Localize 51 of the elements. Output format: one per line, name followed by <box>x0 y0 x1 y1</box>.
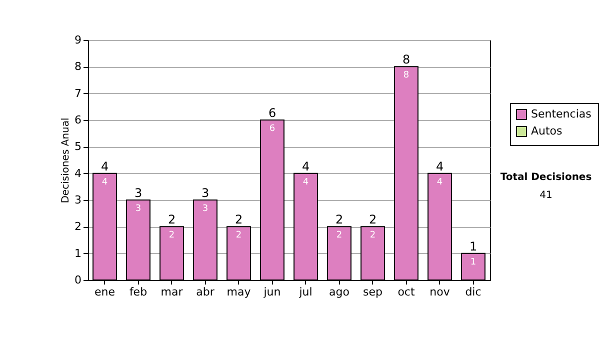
data-label: 1 <box>470 257 476 268</box>
total-label: 8 <box>402 52 410 67</box>
total-label: 2 <box>368 212 377 227</box>
total-label: 2 <box>335 212 344 227</box>
x-tick-label: feb <box>129 286 148 298</box>
total-label: 4 <box>302 159 310 174</box>
total-label: 2 <box>234 212 243 227</box>
y-tick-label: 3 <box>74 194 82 206</box>
text: Total Decisiones <box>499 172 593 183</box>
data-label: 2 <box>168 230 175 241</box>
data-label: 6 <box>269 124 276 134</box>
y-tick-label: 0 <box>74 274 82 286</box>
legend-label: Autos <box>531 124 563 138</box>
x-tick-label: jul <box>298 286 312 298</box>
total-label: 6 <box>268 106 276 120</box>
total-label: 3 <box>134 186 142 200</box>
data-label: 3 <box>135 204 142 214</box>
x-tick-label: dic <box>465 286 482 298</box>
total-label: 2 <box>168 212 176 227</box>
data-label: 2 <box>370 230 376 241</box>
y-tick-label: 7 <box>74 86 82 100</box>
data-label: 4 <box>102 177 108 188</box>
total-label: 4 <box>100 159 109 174</box>
data-label: 2 <box>336 230 342 241</box>
y-tick-label: 4 <box>74 166 82 180</box>
y-tick-label: 1 <box>74 246 82 260</box>
y-tick-label: 2 <box>74 220 82 234</box>
x-tick-label: abr <box>196 286 215 298</box>
text: 41 <box>538 190 554 201</box>
total-label: 1 <box>469 239 478 254</box>
x-tick-label: ago <box>329 286 350 298</box>
y-axis-title: Decisiones Anual <box>60 118 72 204</box>
x-tick-label: ene <box>94 286 116 298</box>
data-label: 4 <box>302 177 309 188</box>
y-tick-label: 9 <box>74 34 82 46</box>
y-tick-label: 5 <box>74 140 82 154</box>
x-tick-label: oct <box>398 286 416 298</box>
x-tick-label: jun <box>262 286 281 298</box>
total-label: 4 <box>436 159 444 174</box>
x-tick-label: may <box>226 286 252 298</box>
data-label: 2 <box>236 230 242 241</box>
x-tick-label: nov <box>430 286 450 298</box>
legend-label: Sentencias <box>531 108 592 120</box>
data-label: 8 <box>403 70 410 81</box>
x-tick-label: mar <box>160 286 184 298</box>
x-tick-label: sep <box>363 286 383 298</box>
y-tick-label: 6 <box>74 114 82 126</box>
total-label: 3 <box>201 186 210 200</box>
y-tick-label: 8 <box>74 60 82 74</box>
data-label: 4 <box>436 177 443 188</box>
data-label: 3 <box>202 204 208 214</box>
